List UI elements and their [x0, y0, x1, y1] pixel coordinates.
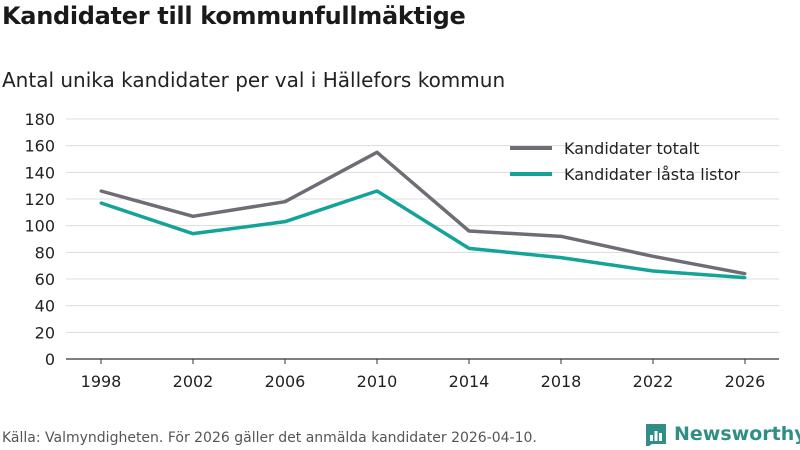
data-point[interactable] — [375, 150, 379, 154]
y-tick-label: 0 — [45, 350, 55, 369]
x-tick-label: 2026 — [725, 372, 766, 391]
y-tick-label: 100 — [24, 217, 55, 236]
series-lines — [99, 150, 747, 280]
data-point[interactable] — [467, 229, 471, 233]
y-axis-ticks: 0 20 40 60 80 100 120 140 160 180 — [24, 110, 55, 369]
data-point[interactable] — [191, 232, 195, 236]
x-tick-label: 2014 — [449, 372, 490, 391]
bar-chart-logo-icon — [646, 424, 666, 446]
data-point[interactable] — [375, 189, 379, 193]
grid-lines — [66, 118, 779, 360]
source-note: Källa: Valmyndigheten. För 2026 gäller d… — [2, 430, 537, 446]
series-line-locked-lists[interactable] — [100, 189, 746, 280]
y-tick-label: 20 — [35, 323, 55, 342]
data-point[interactable] — [743, 276, 747, 280]
data-point[interactable] — [651, 269, 655, 273]
newsworthy-logo[interactable]: Newsworthy — [644, 421, 800, 447]
y-tick-label: 180 — [24, 110, 55, 129]
x-tick-label: 2002 — [173, 372, 214, 391]
x-tick-label: 2006 — [265, 372, 306, 391]
data-point[interactable] — [559, 234, 563, 238]
data-point[interactable] — [283, 220, 287, 224]
x-tick-label: 2010 — [357, 372, 398, 391]
data-point[interactable] — [99, 189, 103, 193]
brand-name: Newsworthy — [674, 423, 800, 445]
y-tick-label: 120 — [24, 190, 55, 209]
y-tick-label: 140 — [24, 163, 55, 182]
x-tick-label: 2018 — [541, 372, 582, 391]
x-tick-label: 1998 — [81, 372, 122, 391]
series-line-total[interactable] — [100, 150, 746, 276]
data-point[interactable] — [99, 201, 103, 205]
legend: Kandidater totalt Kandidater låsta listor — [510, 139, 741, 184]
legend-label: Kandidater totalt — [564, 139, 699, 158]
x-tick-label: 2022 — [633, 372, 674, 391]
data-point[interactable] — [743, 272, 747, 276]
data-point[interactable] — [467, 246, 471, 250]
legend-label: Kandidater låsta listor — [564, 165, 741, 184]
data-point[interactable] — [283, 200, 287, 204]
y-tick-label: 40 — [35, 297, 55, 316]
line-chart: 0 20 40 60 80 100 120 140 160 180 1998 2002 2006 201… — [24, 110, 779, 391]
data-point[interactable] — [559, 256, 563, 260]
y-tick-label: 80 — [35, 243, 55, 262]
chart-subtitle: Antal unika kandidater per val i Hällefo… — [2, 68, 506, 92]
x-axis-ticks: 1998 2002 2006 2010 2014 2018 2022 2026 — [81, 359, 766, 391]
y-tick-label: 160 — [24, 137, 55, 156]
y-tick-label: 60 — [35, 270, 55, 289]
data-point[interactable] — [191, 214, 195, 218]
data-point[interactable] — [651, 254, 655, 258]
chart-title: Kandidater till kommunfullmäktige — [2, 2, 466, 30]
